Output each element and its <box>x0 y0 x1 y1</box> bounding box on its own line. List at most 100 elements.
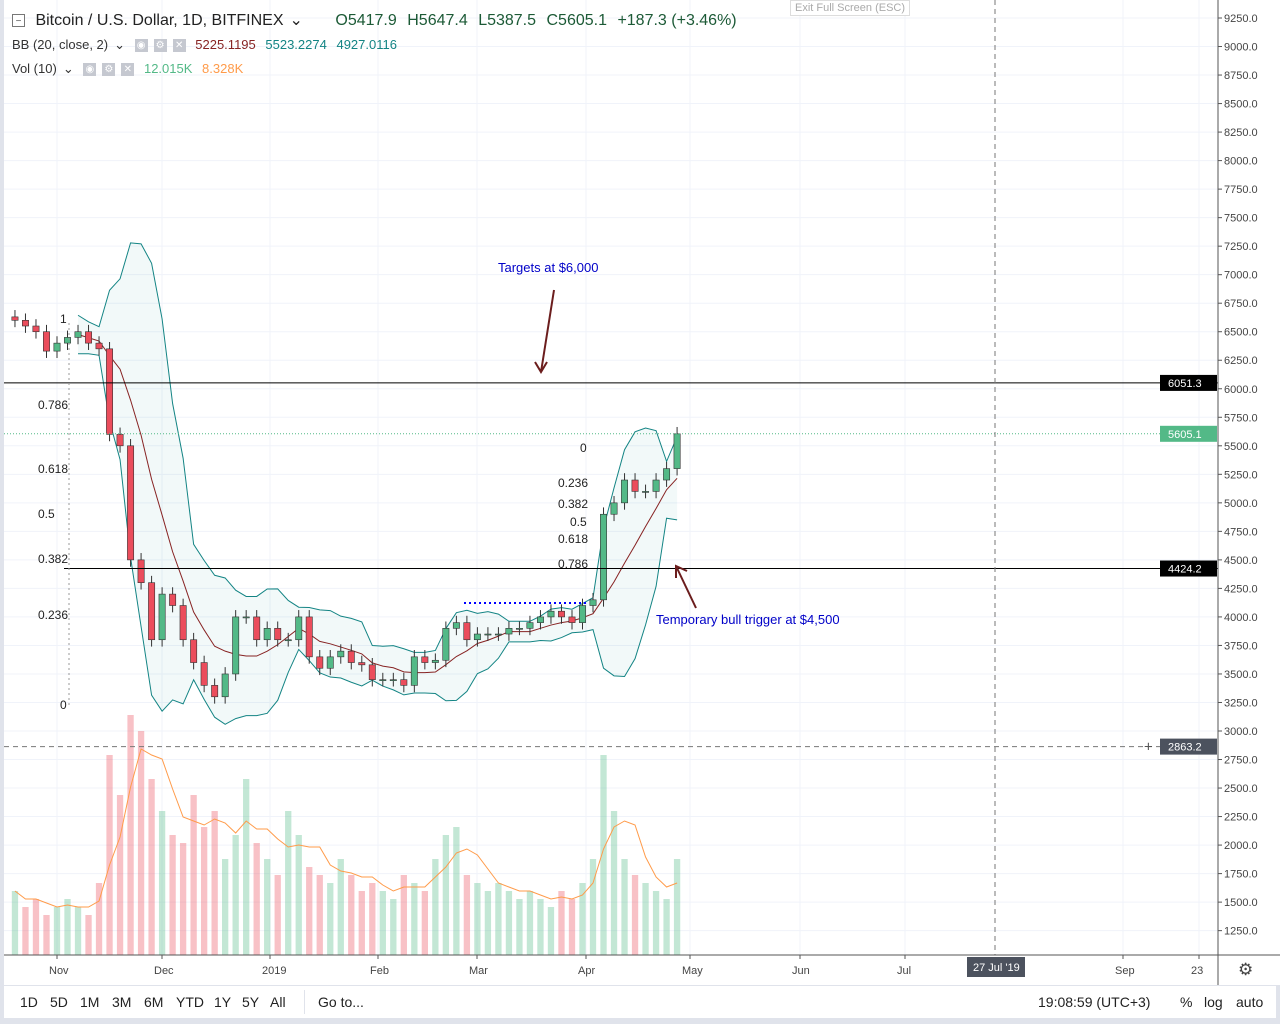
bb-legend: BB (20, close, 2) ⌄ ◉ ⚙ ✕ 5225.1195 5523.22… <box>12 37 403 53</box>
gear-icon[interactable]: ⚙ <box>102 63 116 77</box>
candle <box>389 679 397 681</box>
price-tick-label: 8750.0 <box>1224 70 1258 82</box>
price-tick-label: 2750.0 <box>1224 755 1258 767</box>
price-tick-label: 8000.0 <box>1224 156 1258 168</box>
price-tick-label: 9000.0 <box>1224 42 1258 54</box>
price-chart[interactable]: Targets at $6,000 Temporary bull trigger … <box>4 0 1280 985</box>
price-tick-label: 3500.0 <box>1224 669 1258 681</box>
candle <box>179 605 187 641</box>
fib-level-label: 0 <box>580 441 587 455</box>
close-icon[interactable]: ✕ <box>172 39 186 53</box>
log-toggle[interactable]: log <box>1204 994 1223 1010</box>
bb-lower: 4927.0116 <box>336 37 397 52</box>
volume-bar <box>673 859 681 955</box>
volume-bar <box>127 715 134 955</box>
chevron-down-icon[interactable]: ⌄ <box>289 12 303 29</box>
gear-icon[interactable]: ⚙ <box>153 39 167 53</box>
price-tick-label: 4000.0 <box>1224 612 1258 624</box>
price-tick-label: 7000.0 <box>1224 270 1258 282</box>
range-5y[interactable]: 5Y <box>242 994 260 1010</box>
candle <box>64 337 71 344</box>
fib-level-label: 0.618 <box>558 532 588 546</box>
price-tick-label: 1500.0 <box>1224 897 1258 909</box>
volume-bar <box>379 891 386 955</box>
fib-level-label: 0 <box>60 698 67 712</box>
volume-bar <box>453 827 460 955</box>
candle <box>263 628 271 641</box>
candle <box>642 491 650 493</box>
target-price-tag <box>1160 374 1217 391</box>
symbol-title[interactable]: Bitcoin / U.S. Dollar, 1D, BITFINEX <box>35 12 284 29</box>
time-tick-label: 2019 <box>262 965 286 977</box>
volume-bar <box>32 899 40 955</box>
range-all[interactable]: All <box>270 994 286 1010</box>
candle <box>652 479 660 492</box>
range-ytd[interactable]: YTD <box>176 994 204 1010</box>
volume-bar <box>190 795 197 955</box>
last-price-tag <box>1160 425 1217 442</box>
exit-fullscreen-button[interactable]: Exit Full Screen (ESC) <box>790 0 911 16</box>
vol-label[interactable]: Vol (10) <box>12 61 57 76</box>
goto-button[interactable]: Go to... <box>318 994 364 1010</box>
percent-toggle[interactable]: % <box>1180 994 1193 1010</box>
candle <box>106 348 114 435</box>
range-3m[interactable]: 3M <box>112 994 132 1010</box>
volume-bar <box>579 883 586 955</box>
volume-bar <box>222 859 229 955</box>
symbol-legend: − Bitcoin / U.S. Dollar, 1D, BITFINEX ⌄ O… <box>12 10 743 30</box>
close-icon[interactable]: ✕ <box>121 63 135 77</box>
volume-bar <box>610 811 618 955</box>
volume-bar <box>137 731 145 955</box>
range-6m[interactable]: 6M <box>144 994 164 1010</box>
crosshair-time-label: 27 Jul '19 <box>973 962 1020 974</box>
volume-bar <box>421 891 429 955</box>
settings-gear-icon[interactable]: ⚙ <box>1238 960 1253 979</box>
volume-bar <box>558 891 565 955</box>
fib-level-label: 1 <box>60 312 67 326</box>
volume-bar <box>169 835 176 955</box>
price-tick-label: 3250.0 <box>1224 697 1258 709</box>
price-tick-label: 6250.0 <box>1224 355 1258 367</box>
range-1m[interactable]: 1M <box>80 994 100 1010</box>
candle <box>547 610 555 618</box>
arrowhead-icon <box>534 361 548 374</box>
volume-bar <box>285 811 292 955</box>
candle <box>43 331 50 352</box>
candle <box>442 628 450 661</box>
candle <box>663 468 671 481</box>
range-1y[interactable]: 1Y <box>214 994 232 1010</box>
volume-bar <box>495 883 502 955</box>
price-tick-label: 2500.0 <box>1224 783 1258 795</box>
fib-level-label: 0.786 <box>558 557 588 571</box>
candle <box>452 622 460 629</box>
chevron-down-icon[interactable]: ⌄ <box>114 37 126 52</box>
bb-label[interactable]: BB (20, close, 2) <box>12 37 109 52</box>
trigger-price-tag-label: 4424.2 <box>1168 564 1202 576</box>
candle <box>579 605 586 623</box>
volume-bar <box>642 883 649 955</box>
candle <box>211 685 219 698</box>
eye-icon[interactable]: ◉ <box>83 63 97 77</box>
eye-icon[interactable]: ◉ <box>134 39 148 53</box>
auto-toggle[interactable]: auto <box>1236 994 1264 1010</box>
candle <box>295 616 303 641</box>
volume-ma-line <box>14 748 678 908</box>
fib-level-label: 0.236 <box>38 608 68 622</box>
chart-area[interactable]: Targets at $6,000 Temporary bull trigger … <box>4 0 1280 985</box>
candle <box>410 656 418 686</box>
price-tick-label: 6500.0 <box>1224 327 1258 339</box>
chevron-down-icon[interactable]: ⌄ <box>62 61 74 76</box>
ohlc-change: +187.3 (+3.46%) <box>617 12 737 29</box>
candle <box>200 662 208 686</box>
candle <box>431 659 439 663</box>
collapse-icon[interactable]: − <box>12 14 25 28</box>
volume-bar <box>43 915 50 955</box>
price-tick-label: 3750.0 <box>1224 640 1258 652</box>
price-tick-label: 1750.0 <box>1224 869 1258 881</box>
range-5d[interactable]: 5D <box>50 994 68 1010</box>
volume-bar <box>411 883 418 955</box>
range-1d[interactable]: 1D <box>20 994 38 1010</box>
volume-bar <box>232 835 239 955</box>
candle <box>242 616 250 619</box>
time-tick-label: 23 <box>1191 965 1203 977</box>
